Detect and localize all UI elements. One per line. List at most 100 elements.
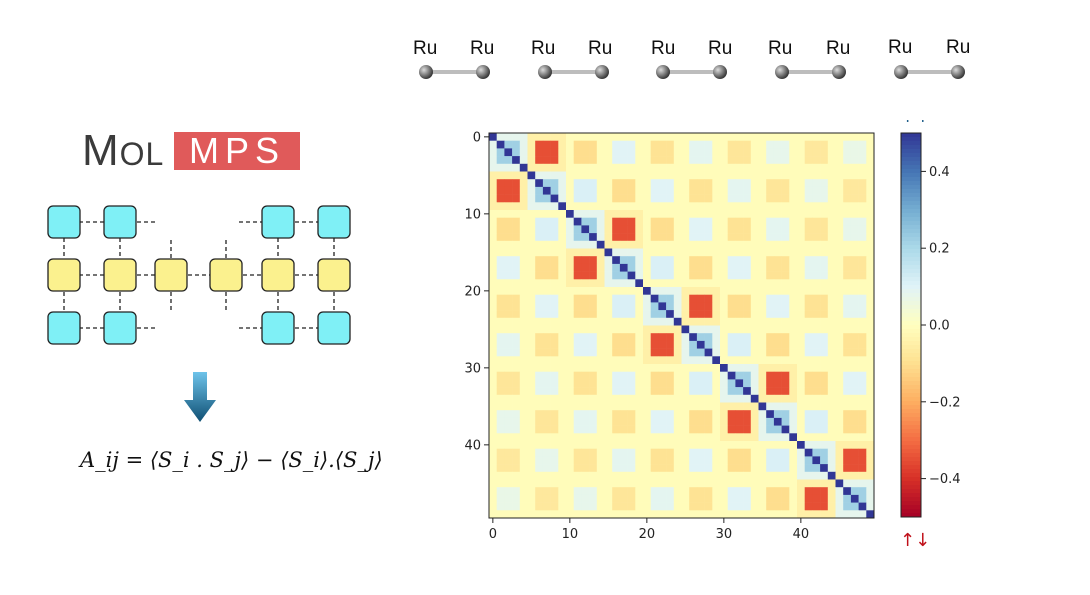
- heatmap-cell: [720, 133, 728, 141]
- heatmap-cell: [596, 425, 605, 434]
- heatmap-cell: [850, 240, 859, 249]
- heatmap-cell: [797, 302, 805, 311]
- heatmap-cell: [866, 387, 875, 396]
- heatmap-cell: [489, 225, 497, 234]
- heatmap-cell: [689, 433, 698, 442]
- heatmap-cell: [797, 356, 805, 365]
- heatmap-cell: [558, 333, 567, 342]
- heatmap-cell: [589, 471, 598, 480]
- heatmap-cell: [750, 179, 759, 188]
- heatmap-cell: [696, 402, 705, 411]
- heatmap-cell: [758, 217, 767, 226]
- heatmap-cell: [758, 371, 767, 380]
- heatmap-cell: [781, 448, 790, 457]
- heatmap-cell: [766, 156, 775, 165]
- heatmap-cell: [596, 171, 605, 180]
- heatmap-cell: [750, 217, 759, 226]
- heatmap-cell: [673, 140, 682, 149]
- heatmap-cell: [835, 410, 844, 419]
- heatmap-cell: [643, 156, 651, 165]
- heatmap-cell: [797, 479, 805, 488]
- heatmap-cell: [804, 448, 813, 457]
- heatmap-cell: [643, 256, 651, 265]
- heatmap-cell: [704, 394, 713, 403]
- heatmap-cell: [758, 379, 767, 388]
- heatmap-cell: [558, 148, 567, 157]
- heatmap-cell: [781, 279, 790, 288]
- heatmap-cell: [735, 479, 744, 488]
- heatmap-cell: [550, 348, 559, 357]
- heatmap-cell: [773, 387, 782, 396]
- heatmap-cell: [704, 425, 713, 434]
- heatmap-cell: [766, 441, 775, 449]
- heatmap-cell: [542, 156, 551, 165]
- heatmap-cell: [496, 287, 505, 295]
- heatmap-cell: [820, 510, 829, 519]
- heatmap-cell: [573, 502, 582, 511]
- heatmap-cell: [512, 240, 521, 249]
- heatmap-cell: [635, 387, 644, 396]
- heatmap-cell: [720, 179, 728, 188]
- colorbar-segment: [901, 401, 921, 406]
- heatmap-cell: [681, 417, 690, 426]
- heatmap-cell: [558, 179, 567, 188]
- heatmap-cell: [804, 171, 813, 180]
- heatmap-cell: [827, 433, 836, 442]
- heatmap-cell: [496, 133, 505, 141]
- heatmap-cell: [743, 464, 752, 473]
- colorbar-segment: [901, 457, 921, 462]
- heatmap-cell: [773, 456, 782, 465]
- colorbar-tick-label: −0.4: [929, 472, 960, 487]
- heatmap-cell: [527, 441, 536, 449]
- heatmap-cell: [858, 340, 867, 349]
- heatmap-cell: [589, 210, 598, 218]
- heatmap-cell: [658, 348, 667, 357]
- heatmap-cell: [735, 494, 744, 503]
- heatmap-cell: [627, 394, 636, 403]
- heatmap-cell: [527, 302, 536, 311]
- heatmap-cell: [627, 417, 636, 426]
- heatmap-cell: [850, 479, 859, 488]
- heatmap-cell: [843, 302, 852, 311]
- heatmap-cell: [820, 256, 829, 265]
- heatmap-cell: [773, 163, 782, 172]
- heatmap-cell: [735, 333, 744, 342]
- heatmap-cell: [496, 333, 505, 342]
- colorbar-segment: [901, 205, 921, 210]
- heatmap-cell: [827, 464, 836, 473]
- heatmap-cell: [627, 225, 636, 234]
- heatmap-x-axis: 0 10 20 30 40: [489, 518, 809, 542]
- heatmap-cell: [712, 133, 721, 141]
- heatmap-cell: [858, 248, 867, 257]
- heatmap-cell: [512, 379, 521, 388]
- heatmap-cell: [866, 279, 875, 288]
- heatmap-cell: [666, 310, 675, 319]
- heatmap-cell: [858, 194, 867, 203]
- heatmap-cell: [673, 302, 682, 311]
- heatmap-cell: [858, 179, 867, 188]
- colorbar-segment: [901, 305, 921, 310]
- heatmap-cell: [619, 387, 628, 396]
- heatmap-cell: [843, 487, 852, 496]
- heatmap-cell: [581, 317, 590, 326]
- heatmap-cell: [658, 171, 667, 180]
- heatmap-cell: [681, 402, 690, 411]
- heatmap-cell: [712, 210, 721, 218]
- heatmap-cell: [673, 279, 682, 288]
- heatmap-cell: [558, 448, 567, 457]
- heatmap-cell: [812, 263, 821, 272]
- heatmap-cell: [581, 287, 590, 295]
- heatmap-cell: [789, 402, 798, 411]
- heatmap-cell: [689, 133, 698, 141]
- heatmap-cell: [527, 163, 536, 172]
- heatmap-cell: [619, 410, 628, 419]
- heatmap-cell: [512, 394, 521, 403]
- heatmap-cell: [612, 510, 621, 519]
- heatmap-cell: [766, 425, 775, 434]
- heatmap-cell: [866, 379, 875, 388]
- heatmap-cell: [743, 502, 752, 511]
- heatmap-cell: [758, 133, 767, 141]
- heatmap-cell: [581, 256, 590, 265]
- heatmap-cell: [689, 171, 698, 180]
- heatmap-cell: [681, 263, 690, 272]
